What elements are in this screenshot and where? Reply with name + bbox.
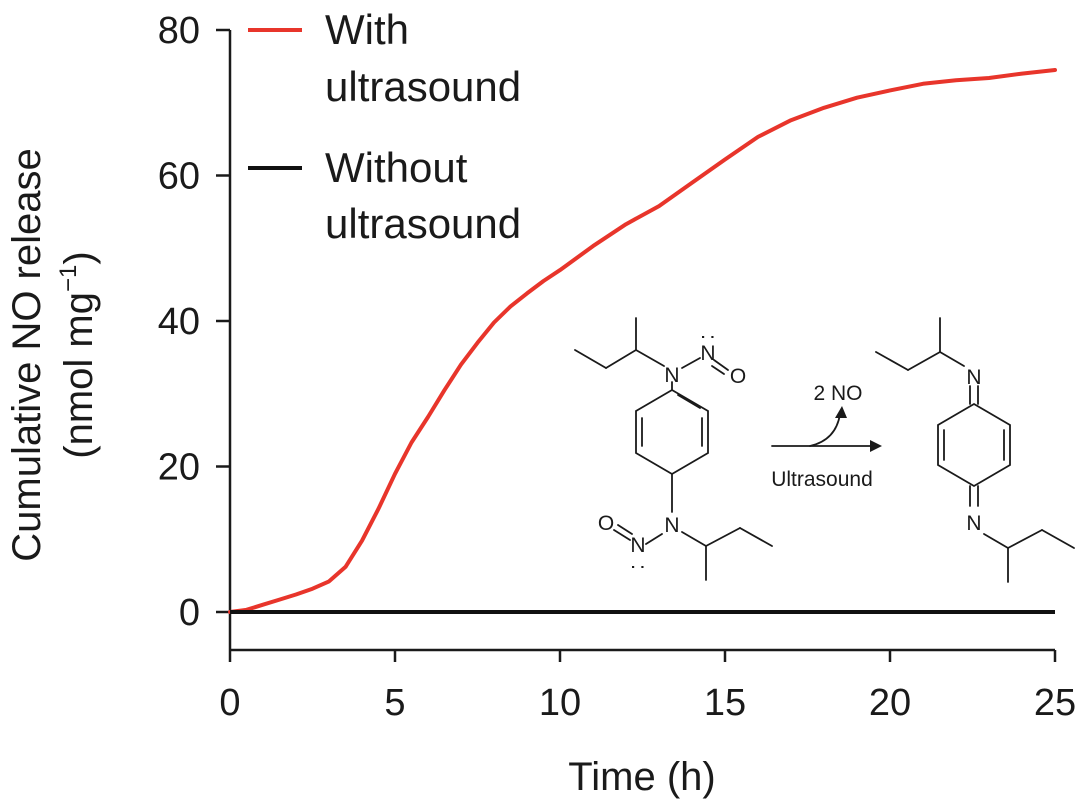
legend-label-without-ultrasound-1: Without bbox=[325, 144, 468, 191]
reactant-bond bbox=[681, 357, 701, 369]
x-tick-label: 10 bbox=[539, 682, 581, 724]
reactant-bond bbox=[635, 349, 665, 367]
reactant-o-top: O bbox=[730, 365, 746, 388]
reactant-bond bbox=[617, 524, 633, 535]
reactant-o-bottom: O bbox=[598, 512, 614, 535]
y-tick-label: 20 bbox=[158, 447, 200, 489]
reaction-arrow-branch bbox=[809, 413, 841, 447]
reactant-molecule: N N : O N N : O bbox=[574, 317, 773, 581]
legend-label-without-ultrasound-2: ultrasound bbox=[325, 200, 521, 247]
legend-label-with-ultrasound-1: With bbox=[325, 6, 409, 53]
product-n-top: N bbox=[966, 366, 981, 389]
reactant-bond bbox=[605, 349, 637, 369]
reaction-scheme: N N : O N N : O 2 NO Ultrasound bbox=[574, 317, 1075, 583]
reactant-lone-pair-top: : bbox=[697, 334, 720, 340]
series-with-ultrasound-line bbox=[228, 68, 1057, 614]
ticks: 0 5 10 15 20 25 0 20 40 60 80 bbox=[158, 10, 1076, 724]
reactant-n-nitroso-bottom: N bbox=[630, 534, 645, 557]
y-axis-title: Cumulative NO release (nmol mg−1) bbox=[5, 148, 101, 562]
reactant-lone-pair-bottom: : bbox=[627, 564, 650, 570]
y-axis-title-line1: Cumulative NO release bbox=[5, 148, 49, 562]
reactant-bond bbox=[681, 531, 707, 547]
product-bond bbox=[983, 533, 1009, 549]
reactant-bond bbox=[713, 359, 729, 371]
reactant-n-bottom: N bbox=[664, 514, 679, 537]
reaction-arrow: 2 NO Ultrasound bbox=[771, 382, 882, 491]
product-bond bbox=[939, 351, 965, 367]
reactant-bond bbox=[739, 527, 773, 547]
y-tick-label: 60 bbox=[158, 156, 200, 198]
reaction-arrow-head bbox=[870, 440, 882, 452]
legend-label-with-ultrasound-2: ultrasound bbox=[325, 63, 521, 110]
x-tick-label: 0 bbox=[219, 682, 240, 724]
product-ring bbox=[937, 402, 1011, 488]
x-tick-label: 20 bbox=[869, 682, 911, 724]
reactant-n-nitroso-top: N bbox=[700, 342, 715, 365]
reaction-arrow-branch-head bbox=[835, 406, 847, 418]
reactant-bond bbox=[711, 365, 725, 375]
reaction-label-2no: 2 NO bbox=[813, 382, 862, 405]
product-n-bottom: N bbox=[966, 512, 981, 535]
y-tick-label: 0 bbox=[179, 592, 200, 634]
y-axis-title-line2: (nmol mg−1) bbox=[55, 251, 101, 458]
legend: With ultrasound Without ultrasound bbox=[248, 6, 521, 247]
reactant-bond bbox=[645, 533, 663, 545]
reactant-benzene-ring bbox=[635, 388, 709, 476]
x-tick-label: 25 bbox=[1034, 682, 1076, 724]
y-tick-label: 80 bbox=[158, 10, 200, 52]
reaction-label-ultrasound: Ultrasound bbox=[771, 468, 873, 491]
axes bbox=[228, 30, 1055, 652]
product-bond bbox=[875, 351, 909, 371]
reactant-bond bbox=[705, 527, 741, 547]
x-tick-label: 5 bbox=[384, 682, 405, 724]
product-bond bbox=[907, 351, 941, 371]
y-tick-label: 40 bbox=[158, 301, 200, 343]
reactant-n-top: N bbox=[664, 364, 679, 387]
reactant-bond bbox=[574, 349, 607, 369]
product-molecule: N N bbox=[875, 317, 1075, 583]
x-tick-label: 15 bbox=[704, 682, 746, 724]
product-bond bbox=[1041, 529, 1075, 549]
reactant-ring-inner-bond-3 bbox=[677, 394, 701, 409]
reactant-bond bbox=[613, 529, 631, 541]
x-axis-title: Time (h) bbox=[568, 755, 715, 799]
product-bond bbox=[1007, 529, 1043, 549]
